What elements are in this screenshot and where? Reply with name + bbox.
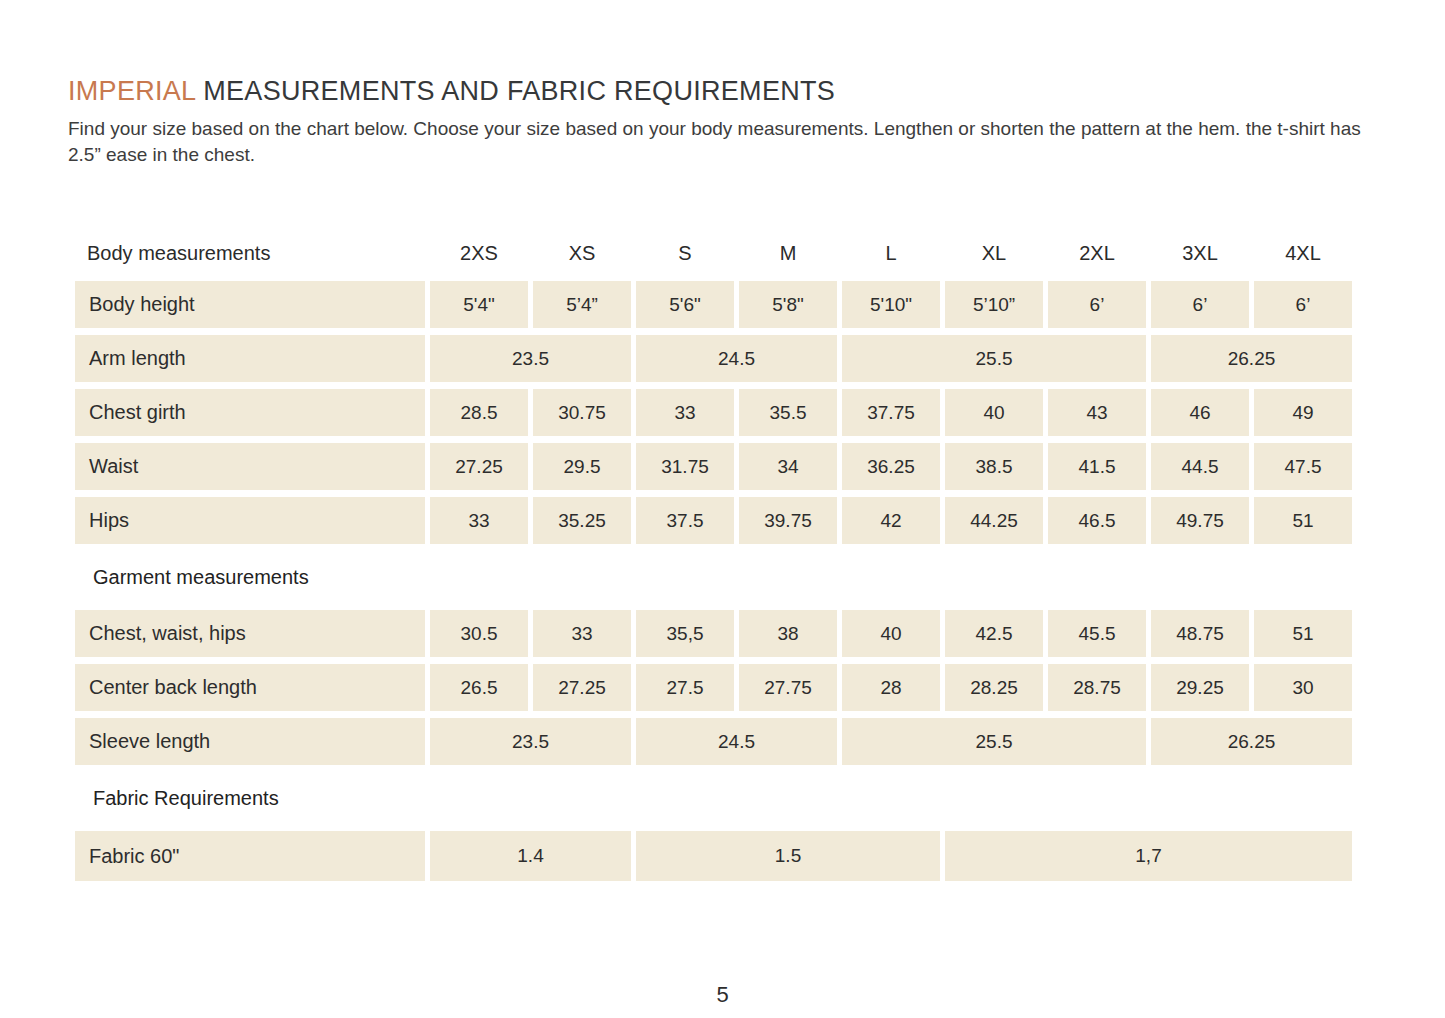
table-cell: 39.75 bbox=[739, 497, 837, 544]
size-table-wrap: Body measurements2XSXSSMLXL2XL3XL4XL Body… bbox=[75, 232, 1445, 881]
table-cell: 36.25 bbox=[842, 443, 940, 490]
table-cell: 48.75 bbox=[1151, 610, 1249, 657]
size-header: XL bbox=[945, 232, 1043, 274]
row-label: Sleeve length bbox=[75, 718, 425, 765]
table-cell: 6’ bbox=[1048, 281, 1146, 328]
table-cell: 26.25 bbox=[1151, 718, 1352, 765]
table-cell: 33 bbox=[636, 389, 734, 436]
table-cell: 49.75 bbox=[1151, 497, 1249, 544]
table-cell: 24.5 bbox=[636, 718, 837, 765]
size-header: 4XL bbox=[1254, 232, 1352, 274]
table-cell: 5’10” bbox=[945, 281, 1043, 328]
table-cell: 28.25 bbox=[945, 664, 1043, 711]
table-cell: 28.5 bbox=[430, 389, 528, 436]
table-cell: 45.5 bbox=[1048, 610, 1146, 657]
table-cell: 5'8" bbox=[739, 281, 837, 328]
table-cell: 27.75 bbox=[739, 664, 837, 711]
table-cell: 38.5 bbox=[945, 443, 1043, 490]
table-cell: 40 bbox=[945, 389, 1043, 436]
table-cell: 35.25 bbox=[533, 497, 631, 544]
size-header: 2XS bbox=[430, 232, 528, 274]
document-page: IMPERIAL MEASUREMENTS AND FABRIC REQUIRE… bbox=[0, 0, 1445, 881]
table-cell: 6’ bbox=[1254, 281, 1352, 328]
table-cell: 25.5 bbox=[842, 335, 1146, 382]
table-cell: 49 bbox=[1254, 389, 1352, 436]
size-header: 2XL bbox=[1048, 232, 1146, 274]
table-cell: 40 bbox=[842, 610, 940, 657]
table-cell: 47.5 bbox=[1254, 443, 1352, 490]
section-header: Fabric Requirements bbox=[75, 772, 1352, 824]
row-label: Chest, waist, hips bbox=[75, 610, 425, 657]
table-cell: 46.5 bbox=[1048, 497, 1146, 544]
page-number: 5 bbox=[0, 982, 1445, 1008]
table-cell: 5'6" bbox=[636, 281, 734, 328]
intro-paragraph: Find your size based on the chart below.… bbox=[68, 116, 1368, 168]
table-cell: 46 bbox=[1151, 389, 1249, 436]
table-corner-header: Body measurements bbox=[75, 232, 425, 274]
table-cell: 31.75 bbox=[636, 443, 734, 490]
row-label: Center back length bbox=[75, 664, 425, 711]
table-cell: 28.75 bbox=[1048, 664, 1146, 711]
table-cell: 1.5 bbox=[636, 831, 940, 881]
table-cell: 24.5 bbox=[636, 335, 837, 382]
size-table: Body measurements2XSXSSMLXL2XL3XL4XL Body… bbox=[75, 232, 1352, 881]
table-cell: 35,5 bbox=[636, 610, 734, 657]
table-cell: 34 bbox=[739, 443, 837, 490]
size-header: 3XL bbox=[1151, 232, 1249, 274]
table-cell: 30 bbox=[1254, 664, 1352, 711]
size-header: S bbox=[636, 232, 734, 274]
row-label: Hips bbox=[75, 497, 425, 544]
size-header: M bbox=[739, 232, 837, 274]
size-header: XS bbox=[533, 232, 631, 274]
page-title-rest: MEASUREMENTS AND FABRIC REQUIREMENTS bbox=[195, 76, 835, 106]
table-cell: 27.5 bbox=[636, 664, 734, 711]
table-cell: 1.4 bbox=[430, 831, 631, 881]
table-cell: 35.5 bbox=[739, 389, 837, 436]
table-cell: 33 bbox=[430, 497, 528, 544]
table-cell: 51 bbox=[1254, 610, 1352, 657]
table-cell: 44.25 bbox=[945, 497, 1043, 544]
size-header: L bbox=[842, 232, 940, 274]
row-label: Waist bbox=[75, 443, 425, 490]
table-cell: 37.75 bbox=[842, 389, 940, 436]
table-cell: 27.25 bbox=[430, 443, 528, 490]
table-cell: 41.5 bbox=[1048, 443, 1146, 490]
row-label: Fabric 60" bbox=[75, 831, 425, 881]
table-cell: 37.5 bbox=[636, 497, 734, 544]
table-cell: 26.5 bbox=[430, 664, 528, 711]
table-cell: 29.25 bbox=[1151, 664, 1249, 711]
table-cell: 5'10" bbox=[842, 281, 940, 328]
table-cell: 25.5 bbox=[842, 718, 1146, 765]
table-cell: 44.5 bbox=[1151, 443, 1249, 490]
table-cell: 5’4” bbox=[533, 281, 631, 328]
row-label: Chest girth bbox=[75, 389, 425, 436]
section-header: Garment measurements bbox=[75, 551, 1352, 603]
table-cell: 33 bbox=[533, 610, 631, 657]
table-cell: 43 bbox=[1048, 389, 1146, 436]
page-title: IMPERIAL MEASUREMENTS AND FABRIC REQUIRE… bbox=[68, 76, 1445, 107]
table-cell: 26.25 bbox=[1151, 335, 1352, 382]
table-cell: 29.5 bbox=[533, 443, 631, 490]
table-cell: 27.25 bbox=[533, 664, 631, 711]
table-cell: 30.75 bbox=[533, 389, 631, 436]
table-cell: 23.5 bbox=[430, 335, 631, 382]
row-label: Arm length bbox=[75, 335, 425, 382]
table-cell: 6’ bbox=[1151, 281, 1249, 328]
table-cell: 1,7 bbox=[945, 831, 1352, 881]
table-cell: 28 bbox=[842, 664, 940, 711]
table-cell: 42.5 bbox=[945, 610, 1043, 657]
page-title-highlight: IMPERIAL bbox=[68, 76, 195, 106]
table-cell: 30.5 bbox=[430, 610, 528, 657]
table-cell: 51 bbox=[1254, 497, 1352, 544]
table-cell: 5'4" bbox=[430, 281, 528, 328]
table-cell: 42 bbox=[842, 497, 940, 544]
table-cell: 23.5 bbox=[430, 718, 631, 765]
table-cell: 38 bbox=[739, 610, 837, 657]
row-label: Body height bbox=[75, 281, 425, 328]
